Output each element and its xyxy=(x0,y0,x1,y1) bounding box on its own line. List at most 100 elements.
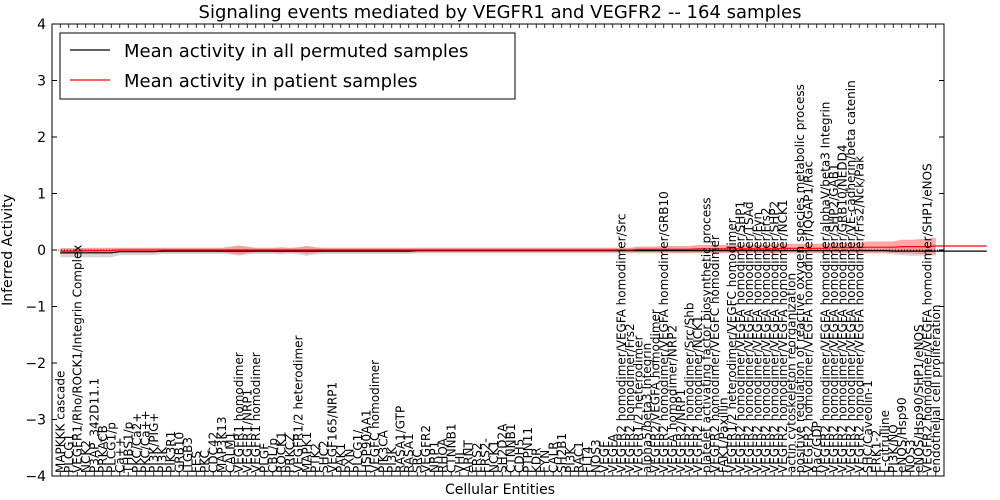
x-tick-label: ERK1-2 xyxy=(869,430,883,473)
x-tick-label: VEGFR2 homodimer/VEGFA homodimer/NCK1 xyxy=(776,199,790,473)
y-tick-label: 0 xyxy=(37,243,46,259)
x-tick-label: VEGFR2 homodimer/VEGFA homodimer/GRB10/N… xyxy=(835,144,849,473)
x-tick-label: CDC42 xyxy=(206,432,220,473)
x-tick-label: PAK1 xyxy=(334,443,348,473)
x-tick-label: ITGB3 xyxy=(181,437,195,473)
x-tick-label: MAPKKK cascade xyxy=(53,371,67,473)
x-tick-label: PLCG1/ xyxy=(351,429,365,473)
x-tick-label: RASA1/GTP xyxy=(393,406,407,473)
x-tick-label: PKC xyxy=(198,450,212,473)
x-tick-label: VEGFR2 homodimer/VEGFA homodimer/SHP2/GA… xyxy=(827,163,841,473)
x-tick-label: platelet activating factor biosynthetic … xyxy=(699,197,713,473)
x-tick-label: PLCG1/p xyxy=(104,422,118,473)
x-tick-label: VEGFR2 homodimer/VEGFA homodimer/Src xyxy=(614,213,628,473)
x-tick-label: L-citrulline xyxy=(878,410,892,473)
x-tick-label: PXN xyxy=(342,449,356,473)
x-tick-label: NRP1 xyxy=(427,441,441,473)
x-tick-label: CTNNB1 xyxy=(444,423,458,473)
x-tick-label: CTNNB1 xyxy=(504,423,518,473)
x-tick-label: FRS2- xyxy=(478,438,492,473)
x-tick-label: VEGFR2 homodimer/Frs2 xyxy=(623,323,637,473)
legend-label-permuted: Mean activity in all permuted samples xyxy=(124,41,468,62)
x-tick-label: PI3K/NO xyxy=(886,424,900,473)
x-tick-label: THBS1/p xyxy=(121,422,135,474)
x-tick-label: NCK1 xyxy=(487,440,501,473)
x-tick-label: eNOS/Hsp90 xyxy=(895,397,909,473)
x-tick-label: positive regulation of reactive oxygen s… xyxy=(793,84,807,473)
y-tick-label: −2 xyxy=(25,356,46,372)
y-tick-label: 2 xyxy=(37,130,46,146)
x-tick-label: VEGFR2 homodimer/Src/Shb xyxy=(682,302,696,473)
x-tick-label: actin cytoskeleton reorganization xyxy=(784,273,798,473)
chart-title: Signaling events mediated by VEGFR1 and … xyxy=(199,2,802,23)
x-tick-label: FYN xyxy=(538,450,552,473)
x-tick-label: endothelial cell proliferation xyxy=(929,305,943,473)
legend-label-patient: Mean activity in patient samples xyxy=(124,71,418,92)
x-tick-label: VHL xyxy=(453,449,467,473)
legend-box xyxy=(59,32,516,100)
x-tick-label: eNOS/Hsp90/SHP1/eNOS xyxy=(912,324,926,473)
x-tick-label: VEGFR2 homodimer/VEGFC homodimer xyxy=(708,235,722,473)
x-tick-label: PTPN11 xyxy=(521,427,535,473)
x-tick-label: VEGFR2 homodimer/VEGFA homodimer/alphaV/… xyxy=(818,102,832,473)
x-tick-label: PI3K xyxy=(563,446,577,473)
x-tick-label: PI3K xyxy=(385,446,399,473)
x-tick-label: FLT4 xyxy=(580,446,594,473)
x-tick-label: KDR xyxy=(529,448,543,473)
x-tick-label: NOS3 xyxy=(903,439,917,473)
x-tick-label: PI3K/PIG+ xyxy=(147,413,161,473)
x-tick-label: VEGFA xyxy=(606,433,620,473)
x-tick-label: NCK2 xyxy=(79,440,93,473)
legend: Mean activity in all permuted samples Me… xyxy=(59,32,516,100)
x-tick-label: VEGFA homodimer/NRP2 xyxy=(665,325,679,473)
x-tick-label: VEGFR2 homodimer/VEGFA homodimer/Fyn xyxy=(750,212,764,473)
y-tick-label: 4 xyxy=(37,17,46,33)
x-tick-label: GRB10 xyxy=(172,432,186,473)
x-tick-label: VEGFR1/NRP1 xyxy=(240,389,254,473)
y-tick-label: 1 xyxy=(37,187,46,203)
x-tick-label: VEGFR1/Rho/ROCK1/Integrin Complex xyxy=(70,245,84,473)
x-tick-label: HSP90AA1 xyxy=(359,409,373,473)
x-tick-label: FAK1/Paxillin xyxy=(716,397,730,473)
y-tick-label: −3 xyxy=(25,413,46,429)
x-tick-label: PIK3R1 xyxy=(164,431,178,473)
x-tick-label: FES xyxy=(189,451,203,473)
x-tick-label: VEGFR2/VEGFA homodimer xyxy=(648,309,662,473)
x-tick-label: VEGFR1/2 heterodimer xyxy=(291,335,305,473)
x-tick-label: PRKACB xyxy=(96,425,110,473)
x-tick-label: VEGFR2 xyxy=(419,425,433,473)
x-tick-label: VEGFR2/NRP1 xyxy=(674,389,688,473)
x-tick-label: MAP3K13 xyxy=(215,416,229,473)
x-tick-label: VEGFR2 homodimer/VEGFA homodimer/TSAd xyxy=(742,202,756,473)
x-tick-label: VEGFR1 homodimer xyxy=(232,352,246,473)
x-tick-label: SRC xyxy=(410,449,424,473)
plot-frame xyxy=(51,23,945,477)
x-tick-label: RHOA xyxy=(436,437,450,473)
x-tick-label: PKC/Ca2+ xyxy=(130,413,144,473)
x-tick-label: NOS3 xyxy=(589,439,603,473)
x-tick-label: VEGFR1 homodimer xyxy=(249,352,263,473)
x-tick-label: VEGFR2 homodimer/VEGFA homodimer/Frs2 xyxy=(759,208,773,474)
x-tick-label: VEGFR1/2 heterodimer/VEGFC homodimer xyxy=(725,218,739,473)
x-tick-label: VEGFR1/2 heterodimer xyxy=(631,335,645,473)
x-tick-label: PI3K xyxy=(155,446,169,473)
x-tick-label: VEGF165/NRP1 xyxy=(325,382,339,473)
x-tick-label: PRKCZ xyxy=(283,434,297,473)
x-tick-label: RAC1 xyxy=(572,441,586,473)
x-tick-label: VEGFC homodimer xyxy=(368,360,382,473)
x-tick-label: VEGFR2 homodimer/VEGFA homodimer/SHP2 xyxy=(767,201,781,473)
x-tick-label: MAPK1 xyxy=(300,432,314,473)
series-line-patient xyxy=(60,245,987,252)
y-tick-label: 3 xyxy=(37,74,46,90)
x-tick-label: RASA1 xyxy=(402,433,416,473)
x-tick-label: CDH5 xyxy=(512,439,526,473)
x-tick-label: VEGF xyxy=(597,441,611,473)
x-tick-label: SHC2 xyxy=(317,440,331,473)
x-tick-label: ARNT xyxy=(461,439,475,473)
y-tick-label: −1 xyxy=(25,300,46,316)
x-tick-label: CALR xyxy=(546,441,560,473)
x-tick-label: SHC/Caveolin-1 xyxy=(861,380,875,473)
x-tick-label: alpha5/beta3 Integrin xyxy=(640,343,654,473)
plot-area: −4 −3 −2 −1 0 1 2 3 4 MAPKKK cascadePLCG1VEGFR1/R… xyxy=(25,17,987,485)
